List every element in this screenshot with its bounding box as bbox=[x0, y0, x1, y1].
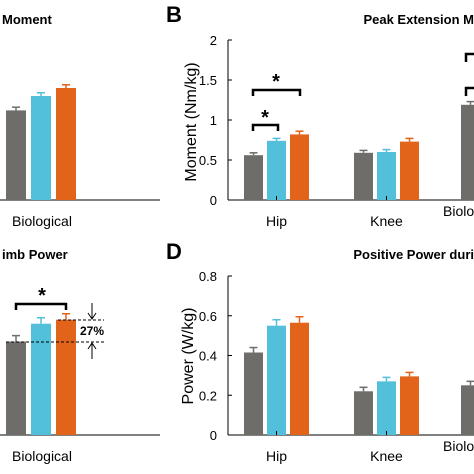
significance-bracket-power bbox=[14, 302, 68, 310]
significance-bracket-edge bbox=[464, 86, 474, 96]
significance-star: * bbox=[38, 285, 46, 307]
panel-b-letter: B bbox=[166, 2, 182, 27]
panel-b-ylabel: Moment (Nm/kg) bbox=[183, 62, 200, 181]
y-tick-label: 2 bbox=[210, 33, 217, 48]
y-tick-label: 0.8 bbox=[199, 269, 217, 284]
bar bbox=[6, 110, 26, 200]
bar bbox=[267, 140, 286, 200]
y-tick-label: 0 bbox=[210, 428, 217, 443]
panel-3: 0 0.2 0.4 0.6 0.8 Hip Knee Biolo bbox=[199, 269, 474, 464]
x-tick-label: Biological bbox=[12, 213, 72, 229]
panel-c-title: imb Power bbox=[2, 247, 68, 262]
panel-d-ylabel: Power (W/kg) bbox=[180, 308, 197, 405]
panel-a-title: Moment bbox=[2, 12, 53, 27]
bar bbox=[31, 96, 51, 200]
bar bbox=[377, 152, 396, 200]
bar bbox=[354, 152, 373, 200]
significance-bracket-hip-blue bbox=[251, 123, 280, 131]
y-tick-label: 1 bbox=[210, 113, 217, 128]
panel-b-title: Peak Extension M bbox=[363, 12, 474, 27]
y-tick-label: 0.2 bbox=[199, 388, 217, 403]
panel-0: Biological bbox=[0, 84, 160, 229]
x-tick-label: Hip bbox=[266, 213, 287, 229]
y-tick-label: 0.5 bbox=[199, 153, 217, 168]
y-tick-label: 0.4 bbox=[199, 349, 217, 364]
bar bbox=[354, 391, 373, 435]
significance-bracket-hip-orange bbox=[251, 88, 302, 96]
x-tick-label: Biolo bbox=[443, 438, 474, 454]
significance-star: * bbox=[272, 71, 280, 93]
bar bbox=[31, 323, 51, 435]
bar bbox=[461, 385, 474, 435]
bar bbox=[6, 341, 26, 435]
x-tick-label: Knee bbox=[370, 448, 403, 464]
significance-bracket-edge bbox=[464, 52, 474, 62]
bar bbox=[400, 141, 419, 200]
bar bbox=[56, 319, 76, 435]
arrow-down-head bbox=[87, 312, 97, 320]
percent-label: 27% bbox=[80, 324, 104, 338]
bar bbox=[267, 325, 286, 435]
bar bbox=[461, 104, 474, 200]
bar bbox=[290, 322, 309, 435]
significance-star: * bbox=[261, 107, 269, 129]
x-tick-label: Biological bbox=[12, 448, 72, 464]
panel-d-title: Positive Power duri bbox=[353, 247, 474, 262]
bar bbox=[377, 381, 396, 435]
bar bbox=[244, 352, 263, 435]
bar bbox=[244, 155, 263, 200]
y-tick-label: 0.6 bbox=[199, 309, 217, 324]
panel-d-letter: D bbox=[166, 239, 182, 264]
y-tick-label: 1.5 bbox=[199, 73, 217, 88]
panel-1: 0 0.5 1 1.5 2 Hip Knee Biolo bbox=[199, 33, 474, 229]
arrow-up-head bbox=[87, 342, 97, 350]
x-tick-label: Hip bbox=[266, 448, 287, 464]
bar bbox=[290, 134, 309, 200]
panel-2: Biological bbox=[0, 313, 160, 464]
x-tick-label: Biolo bbox=[443, 203, 474, 219]
y-tick-label: 0 bbox=[210, 193, 217, 208]
x-tick-label: Knee bbox=[370, 213, 403, 229]
bar bbox=[400, 376, 419, 435]
bar bbox=[56, 88, 76, 200]
